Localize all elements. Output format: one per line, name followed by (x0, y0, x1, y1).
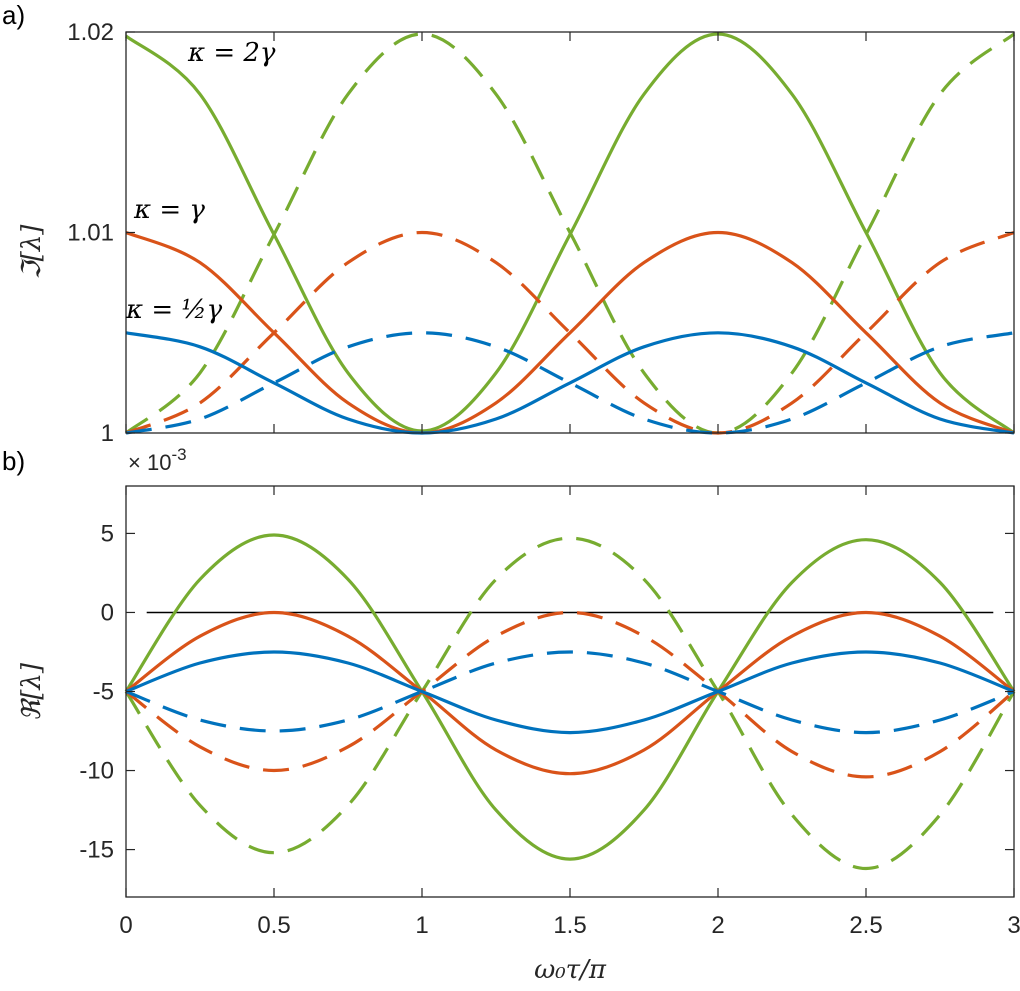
x-tick-label: 2.5 (849, 912, 882, 939)
annotation-kappa-half-gamma: κ = ½γ (125, 295, 223, 325)
panel-a-series-green-dashed (124, 32, 1016, 435)
panel-b-ylabel: ℜ[λ] (17, 662, 47, 721)
panel-b-scale-factor: × 10-3 (128, 445, 187, 475)
x-tick-label: 2 (711, 912, 724, 939)
panel-a-series-orange-dashed (125, 230, 1015, 435)
panel-b-series-green-dashed (124, 536, 1016, 871)
y-tick-label: 1 (101, 420, 114, 447)
panel-b-xlabel: ω₀τ/π (534, 955, 607, 985)
y-tick-label: -10 (79, 758, 114, 785)
panel-b-ytick-labels: 5 0 -5 -10 -15 (79, 520, 114, 863)
panel-a-ytick-labels: 1 1.01 1.02 (67, 19, 114, 447)
x-tick-label: 3 (1007, 912, 1020, 939)
y-tick-label: -5 (93, 679, 114, 706)
panel-a-ylabel: ℑ[λ] (17, 224, 47, 280)
scale-factor-exponent: -3 (171, 445, 186, 464)
y-tick-label: -15 (79, 837, 114, 864)
x-tick-label: 1.5 (553, 912, 586, 939)
x-tick-label: 1 (415, 912, 428, 939)
panel-a-series-blue-solid (125, 331, 1015, 435)
panel-b-xtick-labels: 0 0.5 1 1.5 2 2.5 3 (119, 912, 1020, 939)
panel-b-series-blue-dashed (125, 650, 1015, 735)
panel-a-ticks (125, 31, 1015, 434)
panel-a-series-group (124, 32, 1016, 435)
panel-b-plot: 5 0 -5 -10 -15 0 0.5 1 1.5 2 2.5 3 × 10-3 ℜ[λ] ω₀τ… (17, 445, 1020, 985)
panel-b-series-orange-dashed (125, 610, 1016, 779)
panel-a-plot: 1 1.01 1.02 κ = 2γ κ = γ κ = ½γ ℑ[λ] (17, 19, 1016, 447)
y-tick-label: 1.02 (67, 19, 114, 46)
scale-factor-base: × 10 (128, 450, 171, 475)
panel-b-series-orange-solid (125, 610, 1015, 776)
panel-b-ticks (125, 486, 1015, 897)
panel-b-series-group (124, 533, 1016, 871)
x-tick-label: 0 (119, 912, 132, 939)
x-tick-label: 0.5 (257, 912, 290, 939)
y-tick-label: 5 (101, 520, 114, 547)
y-tick-label: 1.01 (67, 220, 114, 247)
annotation-kappa-gamma: κ = γ (133, 195, 205, 225)
y-tick-label: 0 (101, 599, 114, 626)
panel-b-label: b) (2, 446, 25, 476)
panel-a-label: a) (2, 0, 25, 30)
panel-b-series-blue-solid (125, 650, 1015, 735)
panel-b-axes-box (125, 485, 1015, 898)
panel-b-series-green-solid (124, 533, 1016, 861)
annotation-kappa-2gamma: κ = 2γ (187, 38, 276, 68)
